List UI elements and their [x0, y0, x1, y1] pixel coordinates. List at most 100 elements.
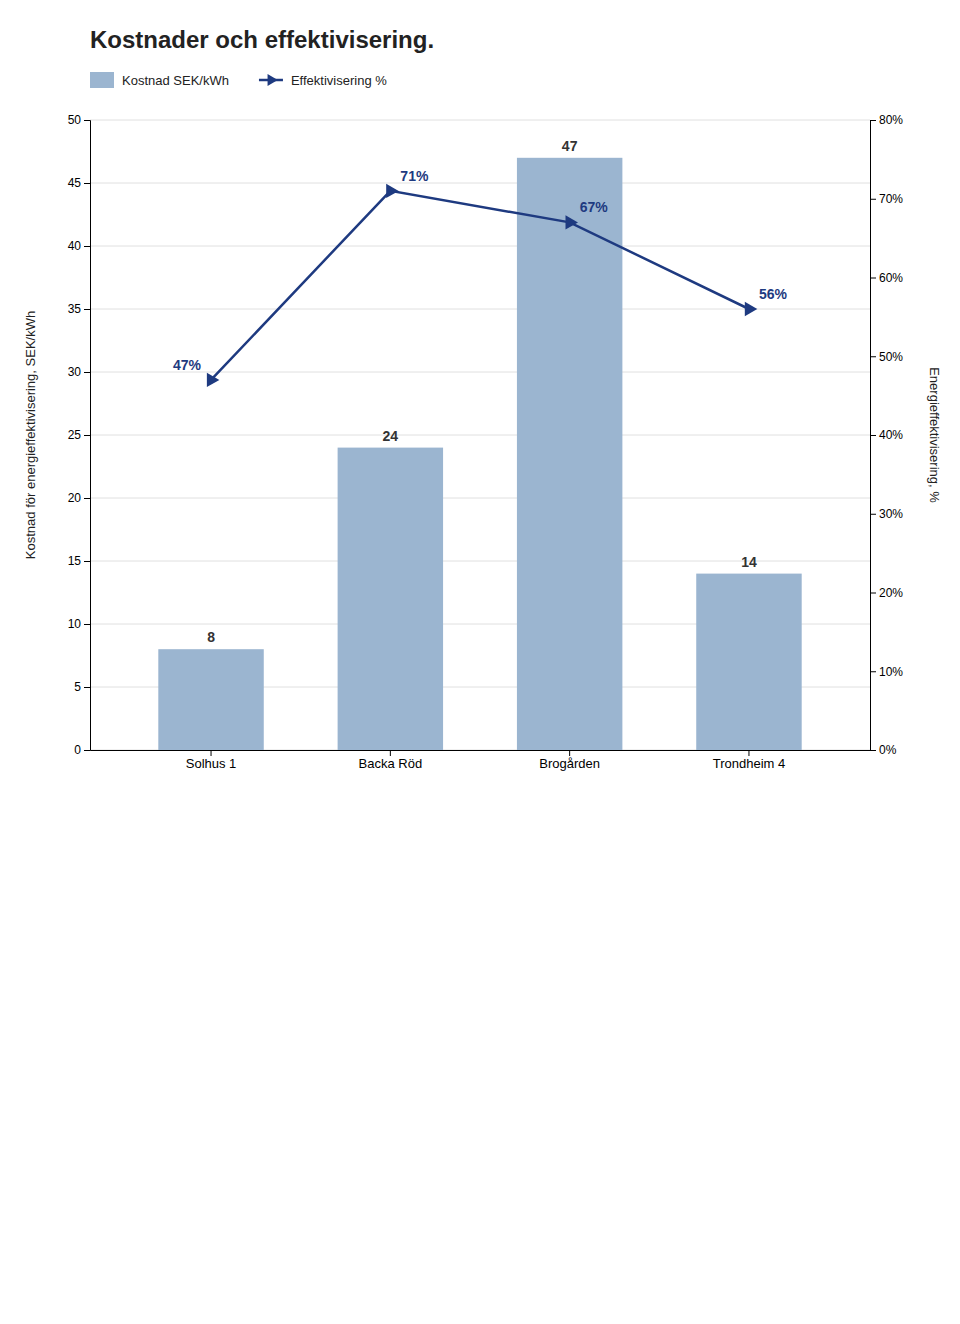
y-tick-label: 15 [68, 554, 82, 568]
x-tick: Brogården [539, 750, 600, 771]
y-tick: 20 [68, 491, 90, 505]
bar-label: 8 [207, 629, 215, 645]
y-tick-mark [84, 309, 90, 310]
y-tick-label: 20 [68, 491, 82, 505]
y2-tick-mark [870, 671, 876, 672]
line-label: 56% [759, 286, 788, 302]
y2-tick-mark [870, 593, 876, 594]
y-tick-mark [84, 183, 90, 184]
y2-axis: 0% 10% 20% 30% 40% 50% 60% 70% 80% [870, 113, 903, 757]
line-label: 71% [400, 168, 429, 184]
y2-tick: 70% [870, 192, 903, 206]
x-tick-label: Brogården [539, 756, 600, 771]
x-tick-mark [211, 750, 212, 756]
y-tick: 50 [68, 113, 90, 127]
y2-tick-mark [870, 278, 876, 279]
grid-line [90, 246, 870, 247]
y-tick: 35 [68, 302, 90, 316]
y2-tick-label: 20% [879, 586, 903, 600]
y-tick-mark [84, 561, 90, 562]
marker [386, 184, 398, 198]
y-tick-mark [84, 120, 90, 121]
bar [338, 448, 443, 750]
legend-label: Kostnad SEK/kWh [122, 73, 229, 88]
x-axis: Solhus 1 Backa Röd Brogården Trondheim 4 [91, 750, 871, 771]
y-tick: 5 [74, 680, 90, 694]
bar [517, 158, 622, 750]
y2-tick-mark [870, 199, 876, 200]
y-tick: 30 [68, 365, 90, 379]
line [211, 191, 749, 380]
bar-label: 47 [562, 138, 578, 154]
y-tick-mark [84, 750, 90, 751]
y2-tick: 50% [870, 350, 903, 364]
x-tick: Solhus 1 [186, 750, 237, 771]
y2-tick-mark [870, 356, 876, 357]
y-tick-label: 25 [68, 428, 82, 442]
x-tick-mark [569, 750, 570, 756]
y-tick-label: 5 [74, 680, 81, 694]
bar [158, 649, 263, 750]
x-tick: Backa Röd [359, 750, 423, 771]
y-tick: 25 [68, 428, 90, 442]
axis-line [84, 121, 91, 751]
y-tick-mark [84, 372, 90, 373]
y-tick-mark [84, 687, 90, 688]
legend-item: Effektivisering % [259, 73, 387, 88]
y2-tick-mark [870, 514, 876, 515]
y2-tick: 10% [870, 665, 903, 679]
y-axis: 05101520253035404550 [68, 113, 91, 757]
y-tick-label: 35 [68, 302, 82, 316]
y2-tick-label: 70% [879, 192, 903, 206]
y2-tick: 40% [870, 428, 903, 442]
data-labels: 8 24 47 14 47% 71% 67% 56% [173, 138, 788, 645]
x-tick-label: Backa Röd [359, 756, 423, 771]
y2-tick: 30% [870, 507, 903, 521]
line-label: 67% [580, 199, 609, 215]
grid-line [90, 435, 870, 436]
y2-axis-title: Energieffektivisering, % [927, 367, 942, 503]
y-tick-label: 40 [68, 239, 82, 253]
y2-tick-mark [870, 435, 876, 436]
y2-tick-label: 30% [879, 507, 903, 521]
y-tick-label: 10 [68, 617, 82, 631]
marks [158, 158, 801, 750]
legend-item: Kostnad SEK/kWh [90, 72, 229, 88]
y-tick-mark [84, 246, 90, 247]
y2-tick-label: 60% [879, 271, 903, 285]
axis-line [871, 121, 877, 751]
grid [90, 120, 870, 750]
y-tick: 0 [74, 743, 90, 757]
x-tick-mark [390, 750, 391, 756]
y-tick: 40 [68, 239, 90, 253]
marker [745, 302, 757, 316]
y-tick-label: 30 [68, 365, 82, 379]
y2-tick-label: 10% [879, 665, 903, 679]
legend-swatch [90, 72, 114, 88]
y2-tick: 0% [870, 743, 897, 757]
y2-tick: 20% [870, 586, 903, 600]
y-tick: 15 [68, 554, 90, 568]
grid-line [90, 498, 870, 499]
line-label: 47% [173, 357, 202, 373]
grid-line [90, 372, 870, 373]
x-tick: Trondheim 4 [713, 750, 786, 771]
y2-tick-label: 40% [879, 428, 903, 442]
y2-tick-label: 50% [879, 350, 903, 364]
y2-tick: 80% [870, 113, 903, 127]
legend-label: Effektivisering % [291, 73, 387, 88]
x-tick-label: Trondheim 4 [713, 756, 786, 771]
plot: Solhus 1 Backa Röd Brogården Trondheim 4 0 5 1… [23, 113, 942, 771]
bar-label: 14 [741, 554, 757, 570]
axis-line [91, 750, 871, 751]
legend: Kostnad SEK/kWh Effektivisering % [90, 72, 387, 88]
y-tick-mark [84, 624, 90, 625]
grid-line [90, 183, 870, 184]
marker [207, 373, 219, 387]
legend-swatch [268, 74, 278, 86]
y-tick-mark [84, 435, 90, 436]
y2-tick: 60% [870, 271, 903, 285]
bar-label: 24 [383, 428, 399, 444]
x-tick-label: Solhus 1 [186, 756, 237, 771]
y-tick-mark [84, 498, 90, 499]
